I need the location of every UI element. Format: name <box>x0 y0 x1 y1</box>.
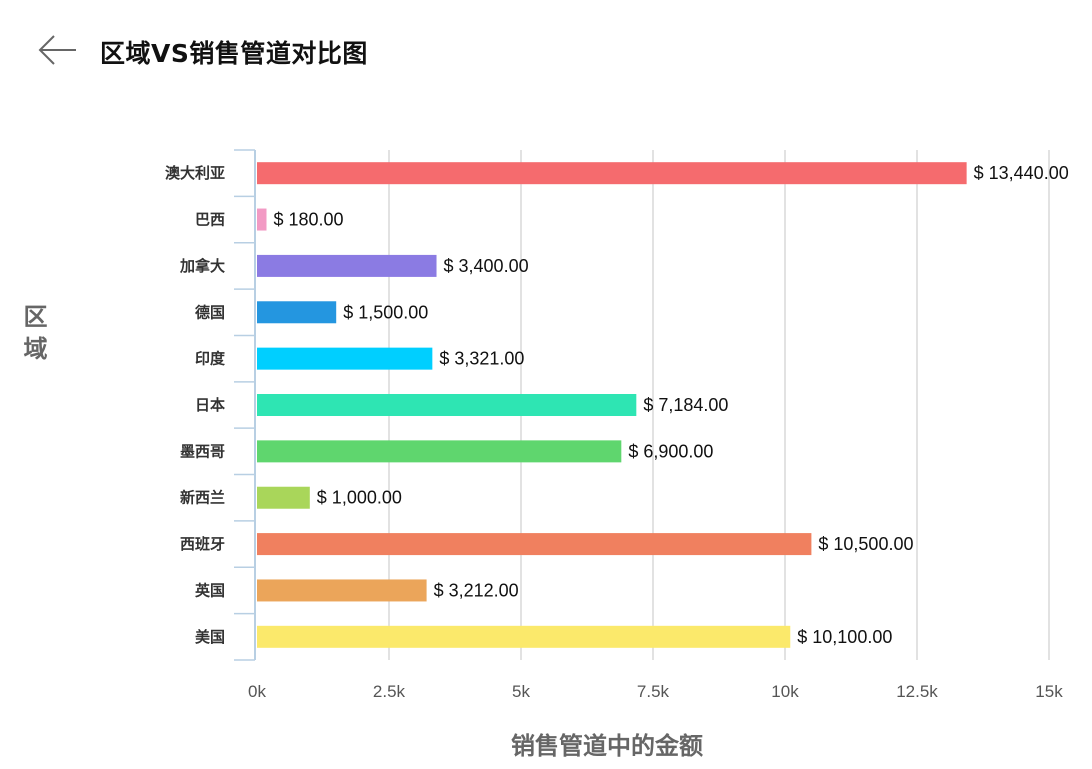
bar <box>257 486 310 509</box>
data-label: $ 3,212.00 <box>434 580 519 600</box>
chart-canvas: 澳大利亚 $ 13,440.00 巴西 $ 180.00 加拿大 $ 3,400.00 德国… <box>19 149 1069 760</box>
bar <box>257 162 967 185</box>
data-label: $ 10,500.00 <box>818 534 913 554</box>
data-label: $ 1,500.00 <box>343 302 428 322</box>
bar <box>257 394 637 416</box>
x-tick-label: 0k <box>248 682 266 701</box>
category-label: 加拿大 <box>179 257 225 275</box>
category-label: 美国 <box>195 628 225 646</box>
bar <box>257 579 427 602</box>
x-tick-label: 5k <box>512 682 530 701</box>
data-label: $ 6,900.00 <box>628 441 713 461</box>
category-label: 新西兰 <box>180 489 225 507</box>
category-label: 德国 <box>195 303 225 321</box>
x-axis-title: 销售管道中的金额 <box>511 732 703 760</box>
category-label: 巴西 <box>195 211 225 229</box>
bar <box>257 347 433 370</box>
data-label: $ 180.00 <box>274 210 344 230</box>
y-axis-title: 区域 <box>19 304 47 368</box>
page-header: 区域VS销售管道对比图 <box>0 0 1092 110</box>
x-tick-label: 15k <box>1035 682 1063 701</box>
bar-chart: 澳大利亚 $ 13,440.00 巴西 $ 180.00 加拿大 $ 3,400.00 德国… <box>0 110 1092 769</box>
bar <box>257 301 337 324</box>
x-tick-label: 12.5k <box>896 682 938 701</box>
data-label: $ 10,100.00 <box>797 627 892 647</box>
category-label: 英国 <box>195 581 225 599</box>
bar <box>257 208 267 231</box>
data-label: $ 3,321.00 <box>439 349 524 369</box>
bar <box>257 440 622 463</box>
x-tick-label: 2.5k <box>373 682 406 701</box>
category-label: 日本 <box>195 396 225 414</box>
bar <box>257 533 812 556</box>
page-title: 区域VS销售管道对比图 <box>100 39 368 68</box>
data-label: $ 7,184.00 <box>643 395 728 415</box>
bar <box>257 625 791 648</box>
data-label: $ 13,440.00 <box>974 163 1069 183</box>
x-tick-label: 10k <box>771 682 799 701</box>
arrow-left-icon <box>38 35 76 65</box>
data-label: $ 1,000.00 <box>317 488 402 508</box>
category-label: 印度 <box>195 350 226 368</box>
data-label: $ 3,400.00 <box>444 256 529 276</box>
category-label: 西班牙 <box>180 535 225 553</box>
bar <box>257 254 437 277</box>
category-label: 墨西哥 <box>180 442 225 460</box>
back-button[interactable] <box>34 30 80 70</box>
x-tick-label: 7.5k <box>637 682 670 701</box>
category-label: 澳大利亚 <box>165 164 225 182</box>
